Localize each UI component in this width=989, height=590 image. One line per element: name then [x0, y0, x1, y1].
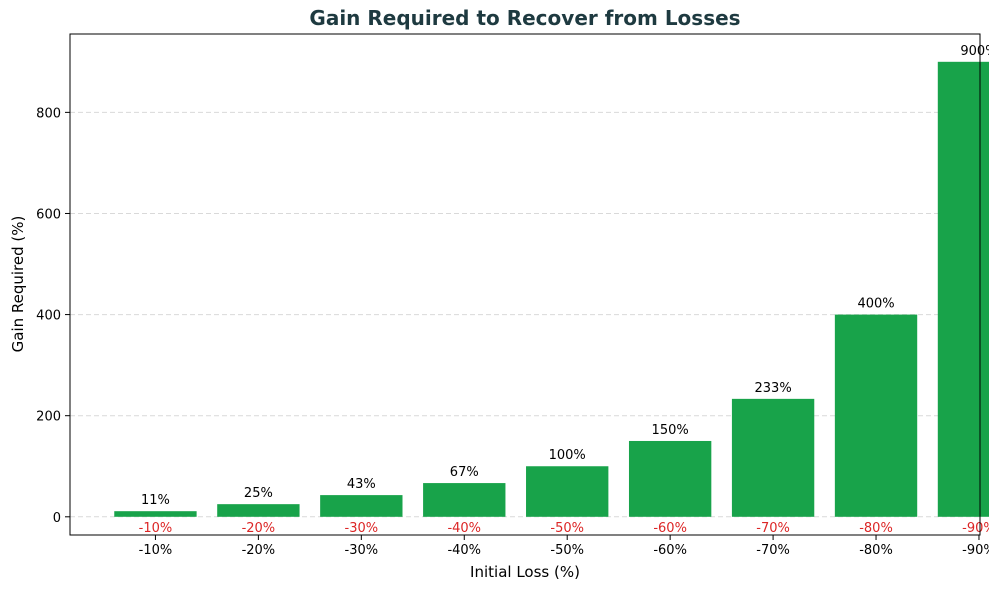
bar — [526, 466, 609, 517]
bar-value-label: 100% — [549, 448, 586, 463]
x-axis: -10% -20% -30% -40% -50% -60% -70% -80% -90% — [139, 535, 989, 558]
loss-label: -70% — [756, 521, 790, 536]
x-tick-label: -20% — [242, 543, 276, 558]
bar-value-label: 25% — [244, 486, 273, 501]
bar — [834, 314, 918, 517]
loss-label: -60% — [653, 521, 687, 536]
bar — [320, 495, 403, 517]
chart-title: Gain Required to Recover from Losses — [309, 6, 740, 30]
bar — [937, 61, 989, 517]
bar — [628, 440, 712, 517]
x-axis-title: Initial Loss (%) — [470, 563, 580, 581]
bar-value-label: 233% — [755, 381, 792, 396]
y-axis: 0 200 400 600 800 — [36, 106, 70, 526]
y-tick-label: 0 — [53, 511, 61, 526]
y-tick-label: 600 — [36, 207, 61, 222]
bar-value-label: 43% — [347, 477, 376, 492]
bar-value-label: 11% — [141, 493, 170, 508]
bar — [114, 511, 197, 517]
x-tick-label: -10% — [139, 543, 173, 558]
x-tick-label: -50% — [550, 543, 584, 558]
loss-labels: -10% -20% -30% -40% -50% -60% -70% -80% -90% — [139, 521, 989, 536]
y-axis-title: Gain Required (%) — [9, 216, 27, 353]
x-tick-label: -60% — [653, 543, 687, 558]
bar — [217, 504, 300, 517]
y-tick-label: 800 — [36, 106, 61, 121]
plot-frame — [69, 33, 981, 536]
y-tick-label: 200 — [36, 410, 61, 425]
x-tick-label: -40% — [447, 543, 481, 558]
x-tick-label: -90% — [962, 543, 989, 558]
y-tick-label: 400 — [36, 309, 61, 324]
bar-value-label: 900% — [960, 44, 989, 59]
bar-value-label: 150% — [652, 423, 689, 438]
x-tick-label: -30% — [345, 543, 379, 558]
loss-label: -40% — [447, 521, 481, 536]
loss-label: -30% — [345, 521, 379, 536]
loss-label: -80% — [859, 521, 893, 536]
loss-label: -10% — [139, 521, 173, 536]
bar-value-labels: 11% 25% 43% 67% 100% 150% 233% 400% 900% — [141, 44, 989, 508]
loss-label: -20% — [242, 521, 276, 536]
bar-value-label: 67% — [450, 465, 479, 480]
bar — [731, 398, 815, 517]
bar — [423, 483, 506, 517]
x-tick-label: -80% — [859, 543, 893, 558]
x-tick-label: -70% — [756, 543, 790, 558]
loss-label: -50% — [550, 521, 584, 536]
bar-value-label: 400% — [857, 297, 894, 312]
loss-label: -90% — [962, 521, 989, 536]
